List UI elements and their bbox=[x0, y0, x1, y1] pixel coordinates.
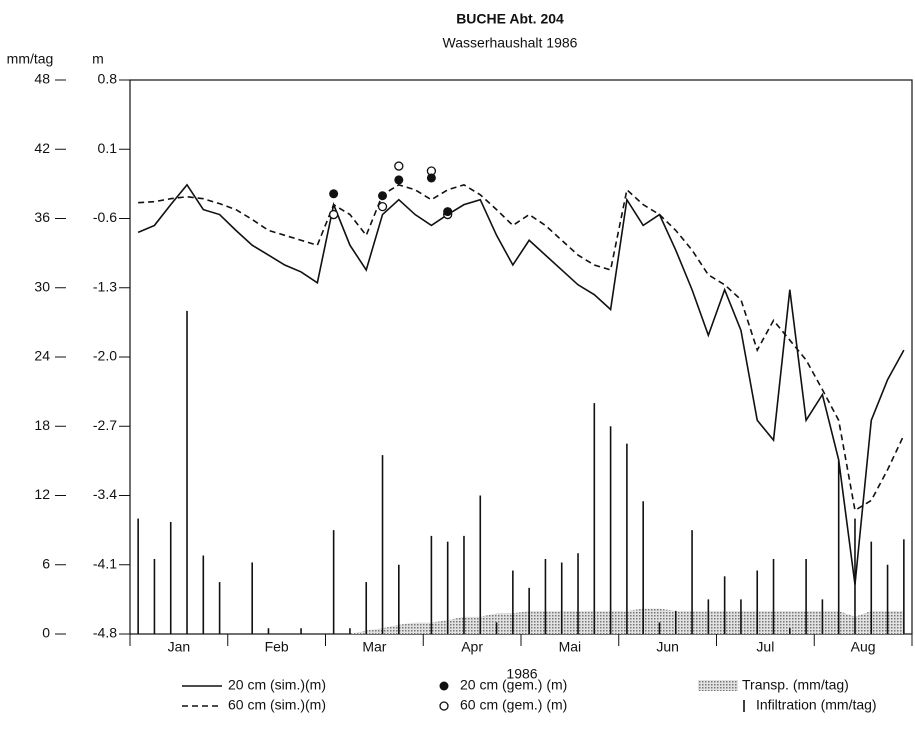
x-axis-label: 1986 bbox=[506, 666, 537, 682]
y2-axis-label: m bbox=[92, 51, 104, 67]
area bbox=[138, 608, 904, 634]
y2-tick-label: -4.1 bbox=[93, 555, 117, 571]
legend-label: Transp. (mm/tag) bbox=[742, 677, 849, 693]
y-tick-label: 6 bbox=[42, 555, 50, 571]
x-tick-label: Apr bbox=[461, 639, 483, 655]
y-tick-label: 36 bbox=[34, 209, 50, 225]
point bbox=[394, 175, 404, 185]
y-tick-label: 42 bbox=[34, 140, 50, 156]
y2-tick-label: -2.7 bbox=[93, 417, 117, 433]
y-axis-label: mm/tag bbox=[7, 51, 54, 67]
y-tick-label: 30 bbox=[34, 278, 50, 294]
legend-label: Infiltration (mm/tag) bbox=[756, 697, 877, 713]
line bbox=[137, 183, 905, 585]
legend-label: 60 cm (sim.)(m) bbox=[228, 697, 326, 713]
legend-swatch bbox=[439, 681, 449, 691]
legend-swatch bbox=[439, 701, 449, 711]
y-tick-label: 0 bbox=[42, 625, 50, 641]
point bbox=[328, 209, 339, 220]
x-tick-label: Mar bbox=[362, 639, 386, 655]
y-tick-label: 24 bbox=[34, 348, 50, 364]
y2-tick-label: -4.8 bbox=[93, 625, 117, 641]
x-tick-label: Jul bbox=[756, 639, 774, 655]
x-tick-label: Jun bbox=[656, 639, 679, 655]
chart-subtitle: Wasserhaushalt 1986 bbox=[443, 35, 578, 51]
plot-frame bbox=[129, 79, 913, 635]
y2-tick-label: -2.0 bbox=[93, 348, 117, 364]
y2-tick-label: -0.6 bbox=[93, 209, 117, 225]
legend-label: 20 cm (sim.)(m) bbox=[228, 677, 326, 693]
y2-tick-label: -3.4 bbox=[93, 486, 117, 502]
line bbox=[138, 183, 905, 512]
y2-tick-label: 0.8 bbox=[98, 71, 118, 87]
y-tick-label: 48 bbox=[34, 71, 50, 87]
point bbox=[377, 201, 388, 212]
legend-label: 20 cm (gem.) (m) bbox=[460, 677, 567, 693]
x-tick-label: Jan bbox=[168, 639, 191, 655]
point bbox=[443, 207, 453, 217]
point bbox=[394, 161, 404, 171]
legend-label: 60 cm (gem.) (m) bbox=[460, 697, 567, 713]
x-tick-label: Aug bbox=[851, 639, 876, 655]
point bbox=[329, 189, 339, 199]
chart-title: BUCHE Abt. 204 bbox=[456, 11, 564, 27]
x-tick-label: Mai bbox=[559, 639, 582, 655]
point bbox=[426, 173, 436, 183]
legend-swatch bbox=[698, 680, 738, 691]
y2-tick-label: -1.3 bbox=[93, 278, 117, 294]
y2-tick-label: 0.1 bbox=[98, 140, 118, 156]
x-tick-label: Feb bbox=[265, 639, 289, 655]
point bbox=[378, 191, 388, 201]
y-tick-label: 12 bbox=[34, 486, 50, 502]
y-tick-label: 18 bbox=[34, 417, 50, 433]
